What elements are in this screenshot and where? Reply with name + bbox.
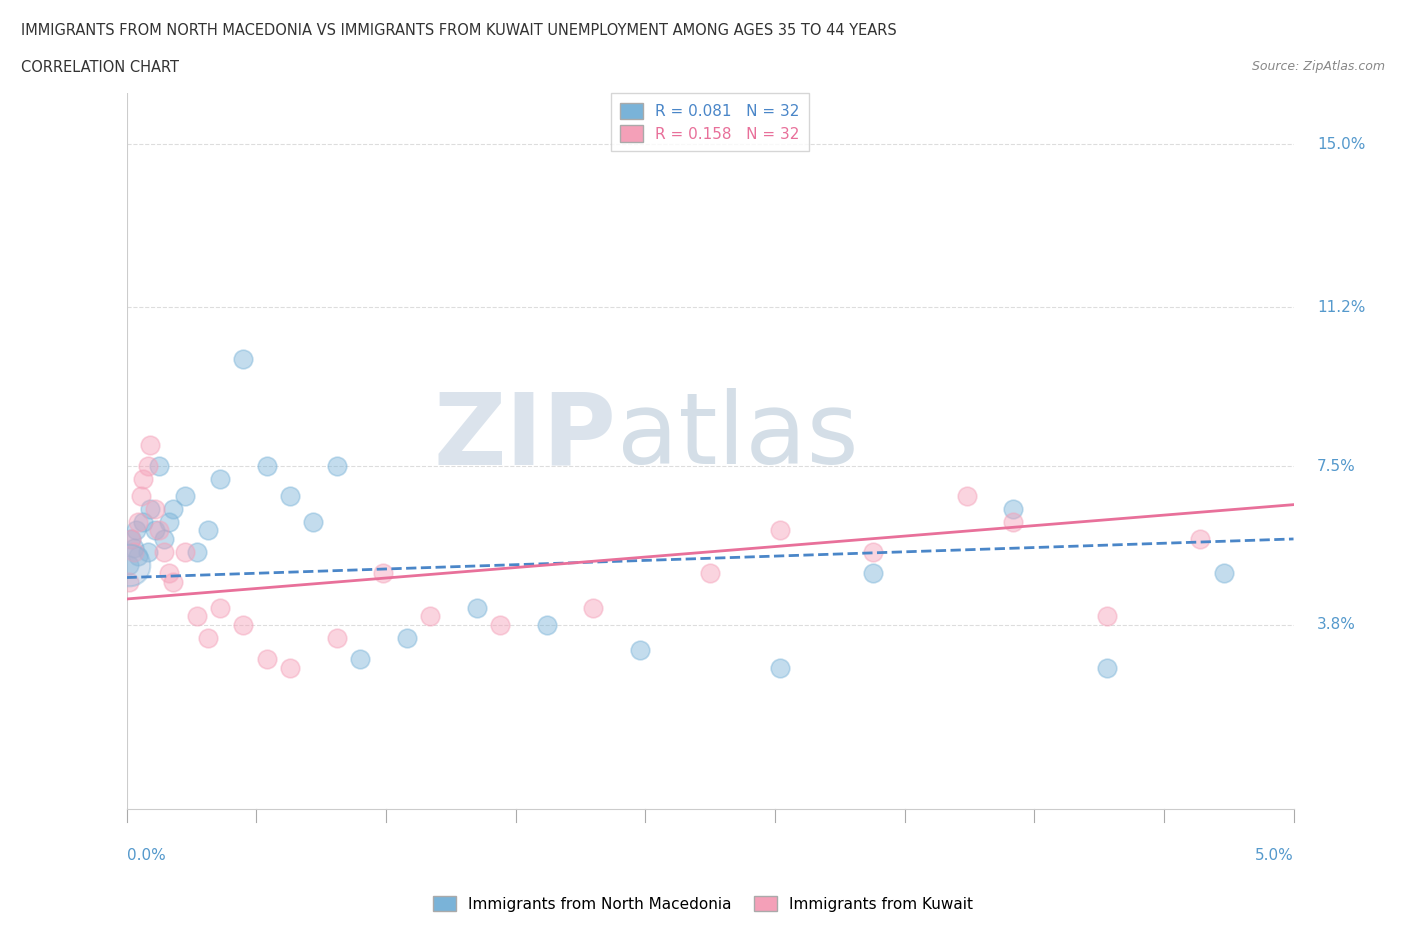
Point xyxy=(197,523,219,538)
Point xyxy=(162,501,184,516)
Point xyxy=(129,488,152,503)
Point xyxy=(1002,501,1025,516)
Point xyxy=(120,532,142,547)
Text: CORRELATION CHART: CORRELATION CHART xyxy=(21,60,179,75)
Point xyxy=(699,565,721,580)
Point xyxy=(419,609,441,624)
Point xyxy=(1002,514,1025,529)
Point xyxy=(139,437,162,452)
Point xyxy=(302,514,325,529)
Point xyxy=(862,544,884,559)
Point xyxy=(186,544,208,559)
Text: Source: ZipAtlas.com: Source: ZipAtlas.com xyxy=(1251,60,1385,73)
Point xyxy=(278,660,301,675)
Point xyxy=(120,532,142,547)
Point xyxy=(1095,609,1118,624)
Point xyxy=(186,609,208,624)
Point xyxy=(132,514,155,529)
Point xyxy=(256,652,278,667)
Point xyxy=(148,523,170,538)
Point xyxy=(136,458,159,473)
Text: 0.0%: 0.0% xyxy=(127,847,166,863)
Text: 7.5%: 7.5% xyxy=(1317,458,1355,473)
Legend: R = 0.081   N = 32, R = 0.158   N = 32: R = 0.081 N = 32, R = 0.158 N = 32 xyxy=(612,94,808,152)
Point xyxy=(325,631,347,645)
Point xyxy=(232,352,254,366)
Point xyxy=(208,600,231,615)
Point xyxy=(174,544,197,559)
Point xyxy=(956,488,979,503)
Text: 11.2%: 11.2% xyxy=(1317,299,1365,315)
Point xyxy=(153,544,176,559)
Point xyxy=(125,523,148,538)
Point xyxy=(256,458,278,473)
Text: 15.0%: 15.0% xyxy=(1317,137,1365,152)
Point xyxy=(136,544,159,559)
Text: IMMIGRANTS FROM NORTH MACEDONIA VS IMMIGRANTS FROM KUWAIT UNEMPLOYMENT AMONG AGE: IMMIGRANTS FROM NORTH MACEDONIA VS IMMIG… xyxy=(21,23,897,38)
Point xyxy=(862,565,884,580)
Point xyxy=(278,488,301,503)
Point xyxy=(582,600,605,615)
Text: ZIP: ZIP xyxy=(434,388,617,485)
Point xyxy=(122,540,145,555)
Point xyxy=(1189,532,1212,547)
Point xyxy=(769,523,792,538)
Point xyxy=(197,631,219,645)
Point xyxy=(153,532,176,547)
Legend: Immigrants from North Macedonia, Immigrants from Kuwait: Immigrants from North Macedonia, Immigra… xyxy=(426,889,980,918)
Point xyxy=(174,488,197,503)
Point xyxy=(157,514,180,529)
Point xyxy=(148,458,170,473)
Point xyxy=(465,600,488,615)
Point xyxy=(1212,565,1234,580)
Point xyxy=(122,544,145,559)
Point xyxy=(118,557,141,572)
Point xyxy=(143,523,166,538)
Point xyxy=(769,660,792,675)
Point xyxy=(118,557,141,572)
Point xyxy=(395,631,418,645)
Point xyxy=(143,501,166,516)
Point xyxy=(127,549,149,564)
Point xyxy=(628,643,651,658)
Text: 3.8%: 3.8% xyxy=(1317,618,1355,632)
Point xyxy=(157,565,180,580)
Point xyxy=(118,575,141,590)
Point xyxy=(139,501,162,516)
Point xyxy=(349,652,371,667)
Point xyxy=(325,458,347,473)
Text: atlas: atlas xyxy=(617,388,858,485)
Point xyxy=(373,565,395,580)
Point xyxy=(1095,660,1118,675)
Point xyxy=(232,618,254,632)
Point xyxy=(132,472,155,486)
Point xyxy=(489,618,512,632)
Point xyxy=(127,514,149,529)
Point xyxy=(162,575,184,590)
Text: 5.0%: 5.0% xyxy=(1254,847,1294,863)
Point xyxy=(208,472,231,486)
Point xyxy=(536,618,558,632)
